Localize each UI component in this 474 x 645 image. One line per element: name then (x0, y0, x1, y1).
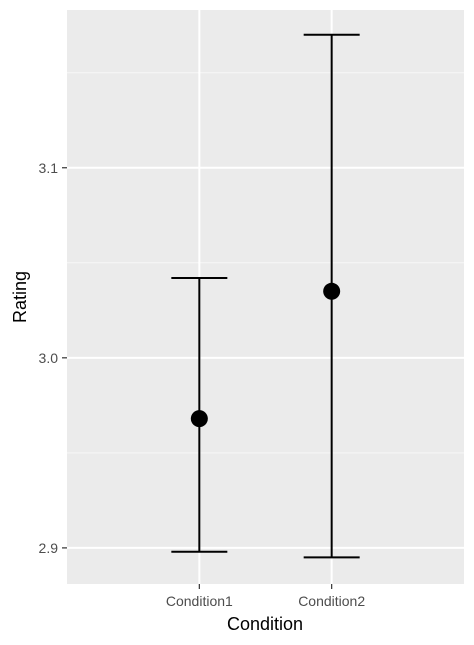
y-axis-title: Rating (10, 271, 30, 323)
x-axis-title: Condition (227, 614, 303, 634)
grid-minor (67, 72, 464, 454)
y-tick-label-1: 3.0 (39, 350, 59, 366)
x-tick-label-0: Condition1 (166, 593, 233, 609)
data-point-2 (323, 282, 341, 300)
plot-panel (67, 10, 464, 584)
data-point-1 (190, 410, 208, 428)
axis-ticks (62, 167, 333, 589)
marks (171, 33, 360, 559)
y-tick-label-0: 2.9 (39, 540, 59, 556)
x-tick-label-1: Condition2 (298, 593, 365, 609)
y-tick-label-2: 3.1 (39, 160, 59, 176)
tick-labels: 2.9 3.0 3.1 Condition1 Condition2 (39, 160, 366, 609)
